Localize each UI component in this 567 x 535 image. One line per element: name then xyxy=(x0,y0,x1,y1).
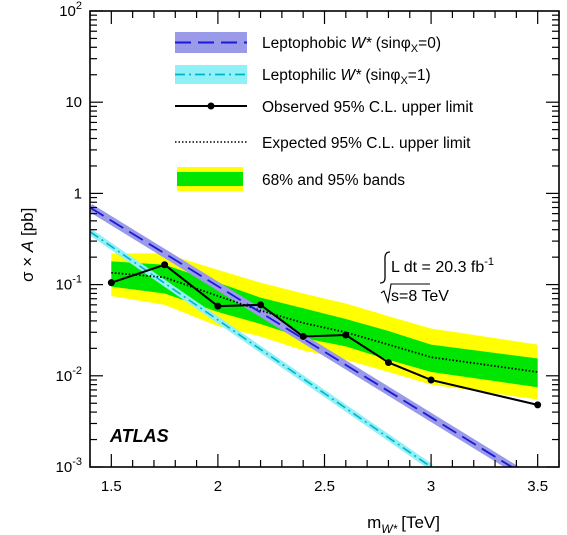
observed-point xyxy=(427,376,435,384)
y-tick-base: 10 xyxy=(59,3,76,20)
axis-ticks xyxy=(89,10,560,468)
energy-text: s=8 TeV xyxy=(391,288,449,305)
luminosity-annotation: L dt = 20.3 fb-1 xyxy=(379,251,494,284)
y-tick-base: 10 xyxy=(56,277,73,294)
y-tick-exponent: 2 xyxy=(76,0,82,12)
leptophilic-theory-band xyxy=(90,229,433,467)
observed-point xyxy=(161,261,169,269)
observed-point xyxy=(384,358,392,366)
y-tick-exponent: -2 xyxy=(72,365,82,377)
legend-entry-leptophobic: Leptophobic W* (sinφX=0) xyxy=(175,32,441,55)
y-tick-label: 10-2 xyxy=(56,365,82,385)
x-tick-label: 2.5 xyxy=(314,478,335,495)
band-68 xyxy=(111,261,538,388)
sqrt-sign-icon xyxy=(380,283,430,305)
y-tick-base: 10 xyxy=(56,459,73,476)
y-tick-base: 10 xyxy=(56,368,73,385)
x-tick-label: 3.5 xyxy=(527,478,548,495)
x-axis-sub: W* xyxy=(381,522,397,535)
y-tick-label: 10 xyxy=(65,94,82,111)
legend-label-expected: Expected 95% C.L. upper limit xyxy=(262,135,471,152)
x-axis-title: mW* [TeV] xyxy=(367,513,440,535)
legend-swatch-observed-marker xyxy=(207,102,215,110)
legend-label-observed: Observed 95% C.L. upper limit xyxy=(262,99,474,116)
legend-swatch-band68 xyxy=(177,172,243,186)
y-tick-label: 102 xyxy=(59,0,82,20)
energy-annotation: s=8 TeV xyxy=(380,283,449,305)
integral-sign-icon xyxy=(379,251,391,284)
x-tick-label: 3 xyxy=(427,478,435,495)
legend-label-leptophobic: Leptophobic W* (sinφX=0) xyxy=(262,35,441,55)
observed-point xyxy=(299,332,307,340)
y-tick-base: 10 xyxy=(65,94,82,111)
y-tick-label: 1 xyxy=(74,185,82,202)
x-tick-label: 2 xyxy=(214,478,222,495)
observed-point xyxy=(534,401,542,409)
observed-markers xyxy=(107,261,542,409)
legend-entry-bands: 68% and 95% bands xyxy=(177,167,405,191)
legend-entry-leptophilic: Leptophilic W* (sinφX=1) xyxy=(175,65,431,87)
legend-label-leptophilic: Leptophilic W* (sinφX=1) xyxy=(262,67,431,87)
y-tick-exponent: -1 xyxy=(72,274,82,286)
y-axis-title: σ × A [pb] xyxy=(18,208,37,282)
y-axis-main: σ × xyxy=(18,252,37,282)
y-tick-exponent: -3 xyxy=(72,456,82,468)
y-axis-var: A xyxy=(18,241,37,253)
y-tick-label: 10-1 xyxy=(56,274,82,294)
y-tick-label: 10-3 xyxy=(56,456,82,476)
x-tick-labels: 1.5 2 2.5 3 3.5 xyxy=(101,478,548,495)
observed-point xyxy=(107,279,115,287)
y-axis-unit: [pb] xyxy=(18,208,37,241)
legend-entry-expected: Expected 95% C.L. upper limit xyxy=(175,135,471,152)
x-tick-label: 1.5 xyxy=(101,478,122,495)
luminosity-text: L dt = 20.3 fb-1 xyxy=(391,256,494,276)
legend-entry-observed: Observed 95% C.L. upper limit xyxy=(175,99,474,116)
y-tick-base: 1 xyxy=(74,185,82,202)
observed-point xyxy=(214,302,222,310)
x-axis-unit: [TeV] xyxy=(401,513,440,532)
legend: Leptophobic W* (sinφX=0) Leptophilic W* … xyxy=(175,32,474,191)
legend-label-bands: 68% and 95% bands xyxy=(262,172,405,189)
experiment-label: ATLAS xyxy=(109,426,169,446)
observed-point xyxy=(342,331,350,339)
observed-point xyxy=(257,301,265,309)
x-axis-var: m xyxy=(367,513,381,532)
